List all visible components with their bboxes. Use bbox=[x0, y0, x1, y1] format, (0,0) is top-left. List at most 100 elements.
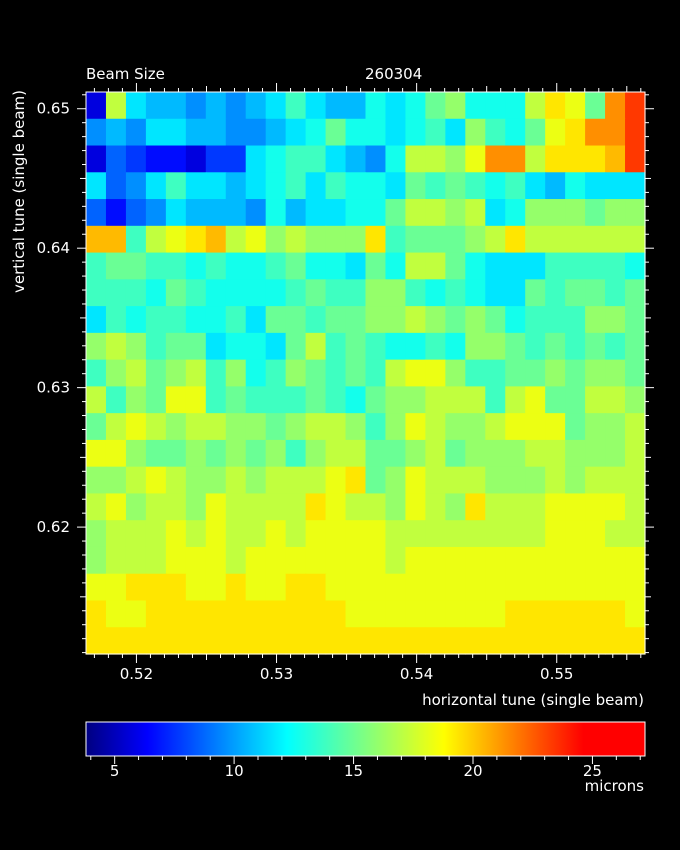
heatmap-cell bbox=[325, 145, 347, 173]
heatmap-cell bbox=[465, 439, 486, 468]
heatmap-cell bbox=[265, 118, 287, 147]
heatmap-cell bbox=[605, 439, 626, 468]
heatmap-cell bbox=[365, 439, 387, 468]
heatmap-cell bbox=[165, 332, 187, 361]
heatmap-cell bbox=[585, 520, 606, 548]
heatmap-cell bbox=[385, 279, 407, 307]
heatmap-cell bbox=[505, 520, 526, 548]
heatmap-cell bbox=[285, 332, 307, 361]
heatmap-cell bbox=[545, 413, 566, 441]
heatmap-cell bbox=[185, 386, 207, 414]
heatmap-cell bbox=[625, 332, 646, 361]
heatmap-cell bbox=[305, 199, 327, 227]
heatmap-cell bbox=[525, 359, 546, 387]
heatmap-cell bbox=[485, 279, 506, 307]
heatmap-cell bbox=[565, 145, 586, 173]
heatmap-cell bbox=[305, 439, 327, 468]
heatmap-cell bbox=[545, 118, 566, 147]
heatmap-cell bbox=[305, 546, 327, 575]
heatmap-cell bbox=[345, 306, 367, 334]
heatmap-cell bbox=[185, 439, 207, 468]
heatmap-cell bbox=[565, 92, 586, 120]
heatmap-cell bbox=[86, 118, 107, 147]
heatmap-cell bbox=[465, 600, 486, 628]
heatmap-cell bbox=[265, 172, 287, 200]
heatmap-cell bbox=[145, 172, 167, 200]
heatmap-cell bbox=[525, 573, 546, 602]
heatmap-cell bbox=[105, 386, 127, 414]
heatmap-cell bbox=[625, 573, 646, 602]
heatmap-cell bbox=[305, 118, 327, 147]
heatmap-cell bbox=[365, 600, 387, 628]
heatmap-cell bbox=[425, 172, 446, 200]
heatmap-cell bbox=[245, 306, 267, 334]
heatmap-cell bbox=[125, 225, 147, 254]
heatmap-cell bbox=[625, 493, 646, 521]
plot-frame bbox=[85, 91, 646, 655]
heatmap-cell bbox=[545, 252, 566, 280]
heatmap-cell bbox=[125, 493, 147, 521]
heatmap-cell bbox=[525, 225, 546, 254]
heatmap-cell bbox=[485, 573, 506, 602]
heatmap-cell bbox=[545, 172, 566, 200]
heatmap-cell bbox=[385, 332, 407, 361]
heatmap-cell bbox=[365, 466, 387, 495]
heatmap-cell bbox=[525, 279, 546, 307]
heatmap-cell bbox=[585, 118, 606, 147]
heatmap-cell bbox=[165, 145, 187, 173]
heatmap-cell bbox=[565, 627, 586, 655]
heatmap-cell bbox=[86, 493, 107, 521]
heatmap-cell bbox=[465, 466, 486, 495]
heatmap-cell bbox=[125, 359, 147, 387]
heatmap-cell bbox=[465, 413, 486, 441]
heatmap-cell bbox=[405, 359, 426, 387]
heatmap-cell bbox=[245, 118, 267, 147]
heatmap-cell bbox=[625, 386, 646, 414]
heatmap-cell bbox=[365, 493, 387, 521]
heatmap-cell bbox=[465, 252, 486, 280]
heatmap-cell bbox=[605, 627, 626, 655]
heatmap-cell bbox=[585, 145, 606, 173]
y-tick-label: 0.65 bbox=[37, 100, 70, 118]
heatmap-cell bbox=[205, 332, 227, 361]
heatmap-cell bbox=[105, 225, 127, 254]
colorbar-tick-label: 15 bbox=[344, 762, 363, 780]
heatmap-cell bbox=[345, 600, 367, 628]
heatmap-cell bbox=[125, 279, 147, 307]
heatmap-cell bbox=[105, 92, 127, 120]
heatmap-cell bbox=[185, 466, 207, 495]
y-tick-label: 0.62 bbox=[37, 518, 70, 536]
heatmap-cell bbox=[225, 386, 247, 414]
heatmap-cell bbox=[185, 520, 207, 548]
heatmap-cell bbox=[385, 600, 407, 628]
heatmap-cell bbox=[505, 252, 526, 280]
heatmap-cell bbox=[185, 359, 207, 387]
heatmap-cell bbox=[385, 145, 407, 173]
heatmap-cell bbox=[205, 172, 227, 200]
heatmap-cell bbox=[245, 145, 267, 173]
x-axis-label: horizontal tune (single beam) bbox=[422, 691, 644, 709]
heatmap-cell bbox=[225, 199, 247, 227]
heatmap-cell bbox=[465, 118, 486, 147]
heatmap-cell bbox=[425, 145, 446, 173]
heatmap-cell bbox=[465, 172, 486, 200]
heatmap-cell bbox=[505, 225, 526, 254]
heatmap-cell bbox=[405, 600, 426, 628]
heatmap-cell bbox=[265, 386, 287, 414]
heatmap-cell bbox=[605, 573, 626, 602]
heatmap-cell bbox=[145, 600, 167, 628]
heatmap-cell bbox=[105, 199, 127, 227]
heatmap-cell bbox=[585, 359, 606, 387]
heatmap-cell bbox=[445, 600, 466, 628]
heatmap-cell bbox=[625, 225, 646, 254]
heatmap-cell bbox=[225, 145, 247, 173]
heatmap-cell bbox=[105, 466, 127, 495]
heatmap-cell bbox=[86, 145, 107, 173]
heatmap-cell bbox=[505, 359, 526, 387]
heatmap-cell bbox=[565, 359, 586, 387]
heatmap-cell bbox=[445, 332, 466, 361]
heatmap-cell bbox=[185, 306, 207, 334]
heatmap-cell bbox=[625, 600, 646, 628]
heatmap-cell bbox=[205, 252, 227, 280]
heatmap-cell bbox=[325, 493, 347, 521]
